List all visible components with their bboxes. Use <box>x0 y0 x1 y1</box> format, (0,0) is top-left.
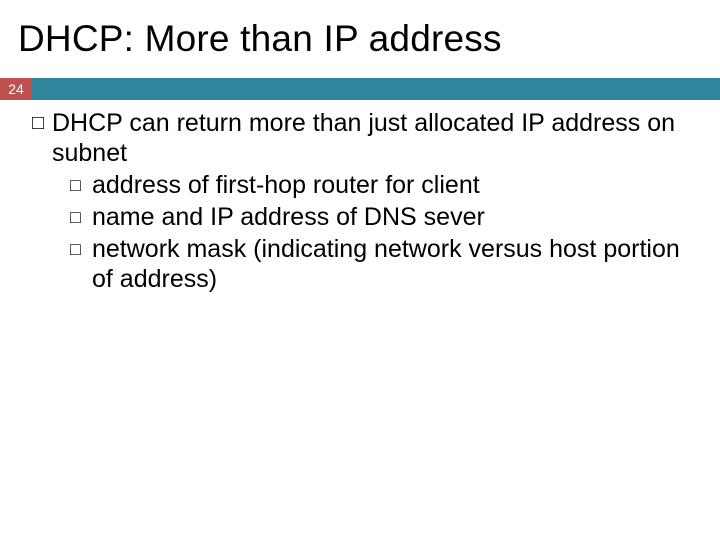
bullet-text: network mask (indicating network versus … <box>92 234 692 294</box>
square-bullet-icon: □ <box>70 170 92 200</box>
bullet-text: address of first-hop router for client <box>92 170 480 200</box>
bullet-level2: □ network mask (indicating network versu… <box>32 234 692 294</box>
square-bullet-icon: □ <box>70 234 92 294</box>
page-number-badge: 24 <box>0 78 32 100</box>
slide: DHCP: More than IP address 24 □ DHCP can… <box>0 0 720 540</box>
bullet-text: DHCP can return more than just allocated… <box>52 108 692 168</box>
accent-bar-fill <box>32 78 720 100</box>
square-bullet-icon: □ <box>70 202 92 232</box>
accent-bar: 24 <box>0 78 720 100</box>
bullet-level2: □ name and IP address of DNS sever <box>32 202 692 232</box>
square-bullet-icon: □ <box>32 108 52 168</box>
bullet-level1: □ DHCP can return more than just allocat… <box>32 108 692 168</box>
bullet-text: name and IP address of DNS sever <box>92 202 485 232</box>
bullet-level2: □ address of first-hop router for client <box>32 170 692 200</box>
slide-body: □ DHCP can return more than just allocat… <box>32 108 692 294</box>
slide-title: DHCP: More than IP address <box>0 0 720 60</box>
